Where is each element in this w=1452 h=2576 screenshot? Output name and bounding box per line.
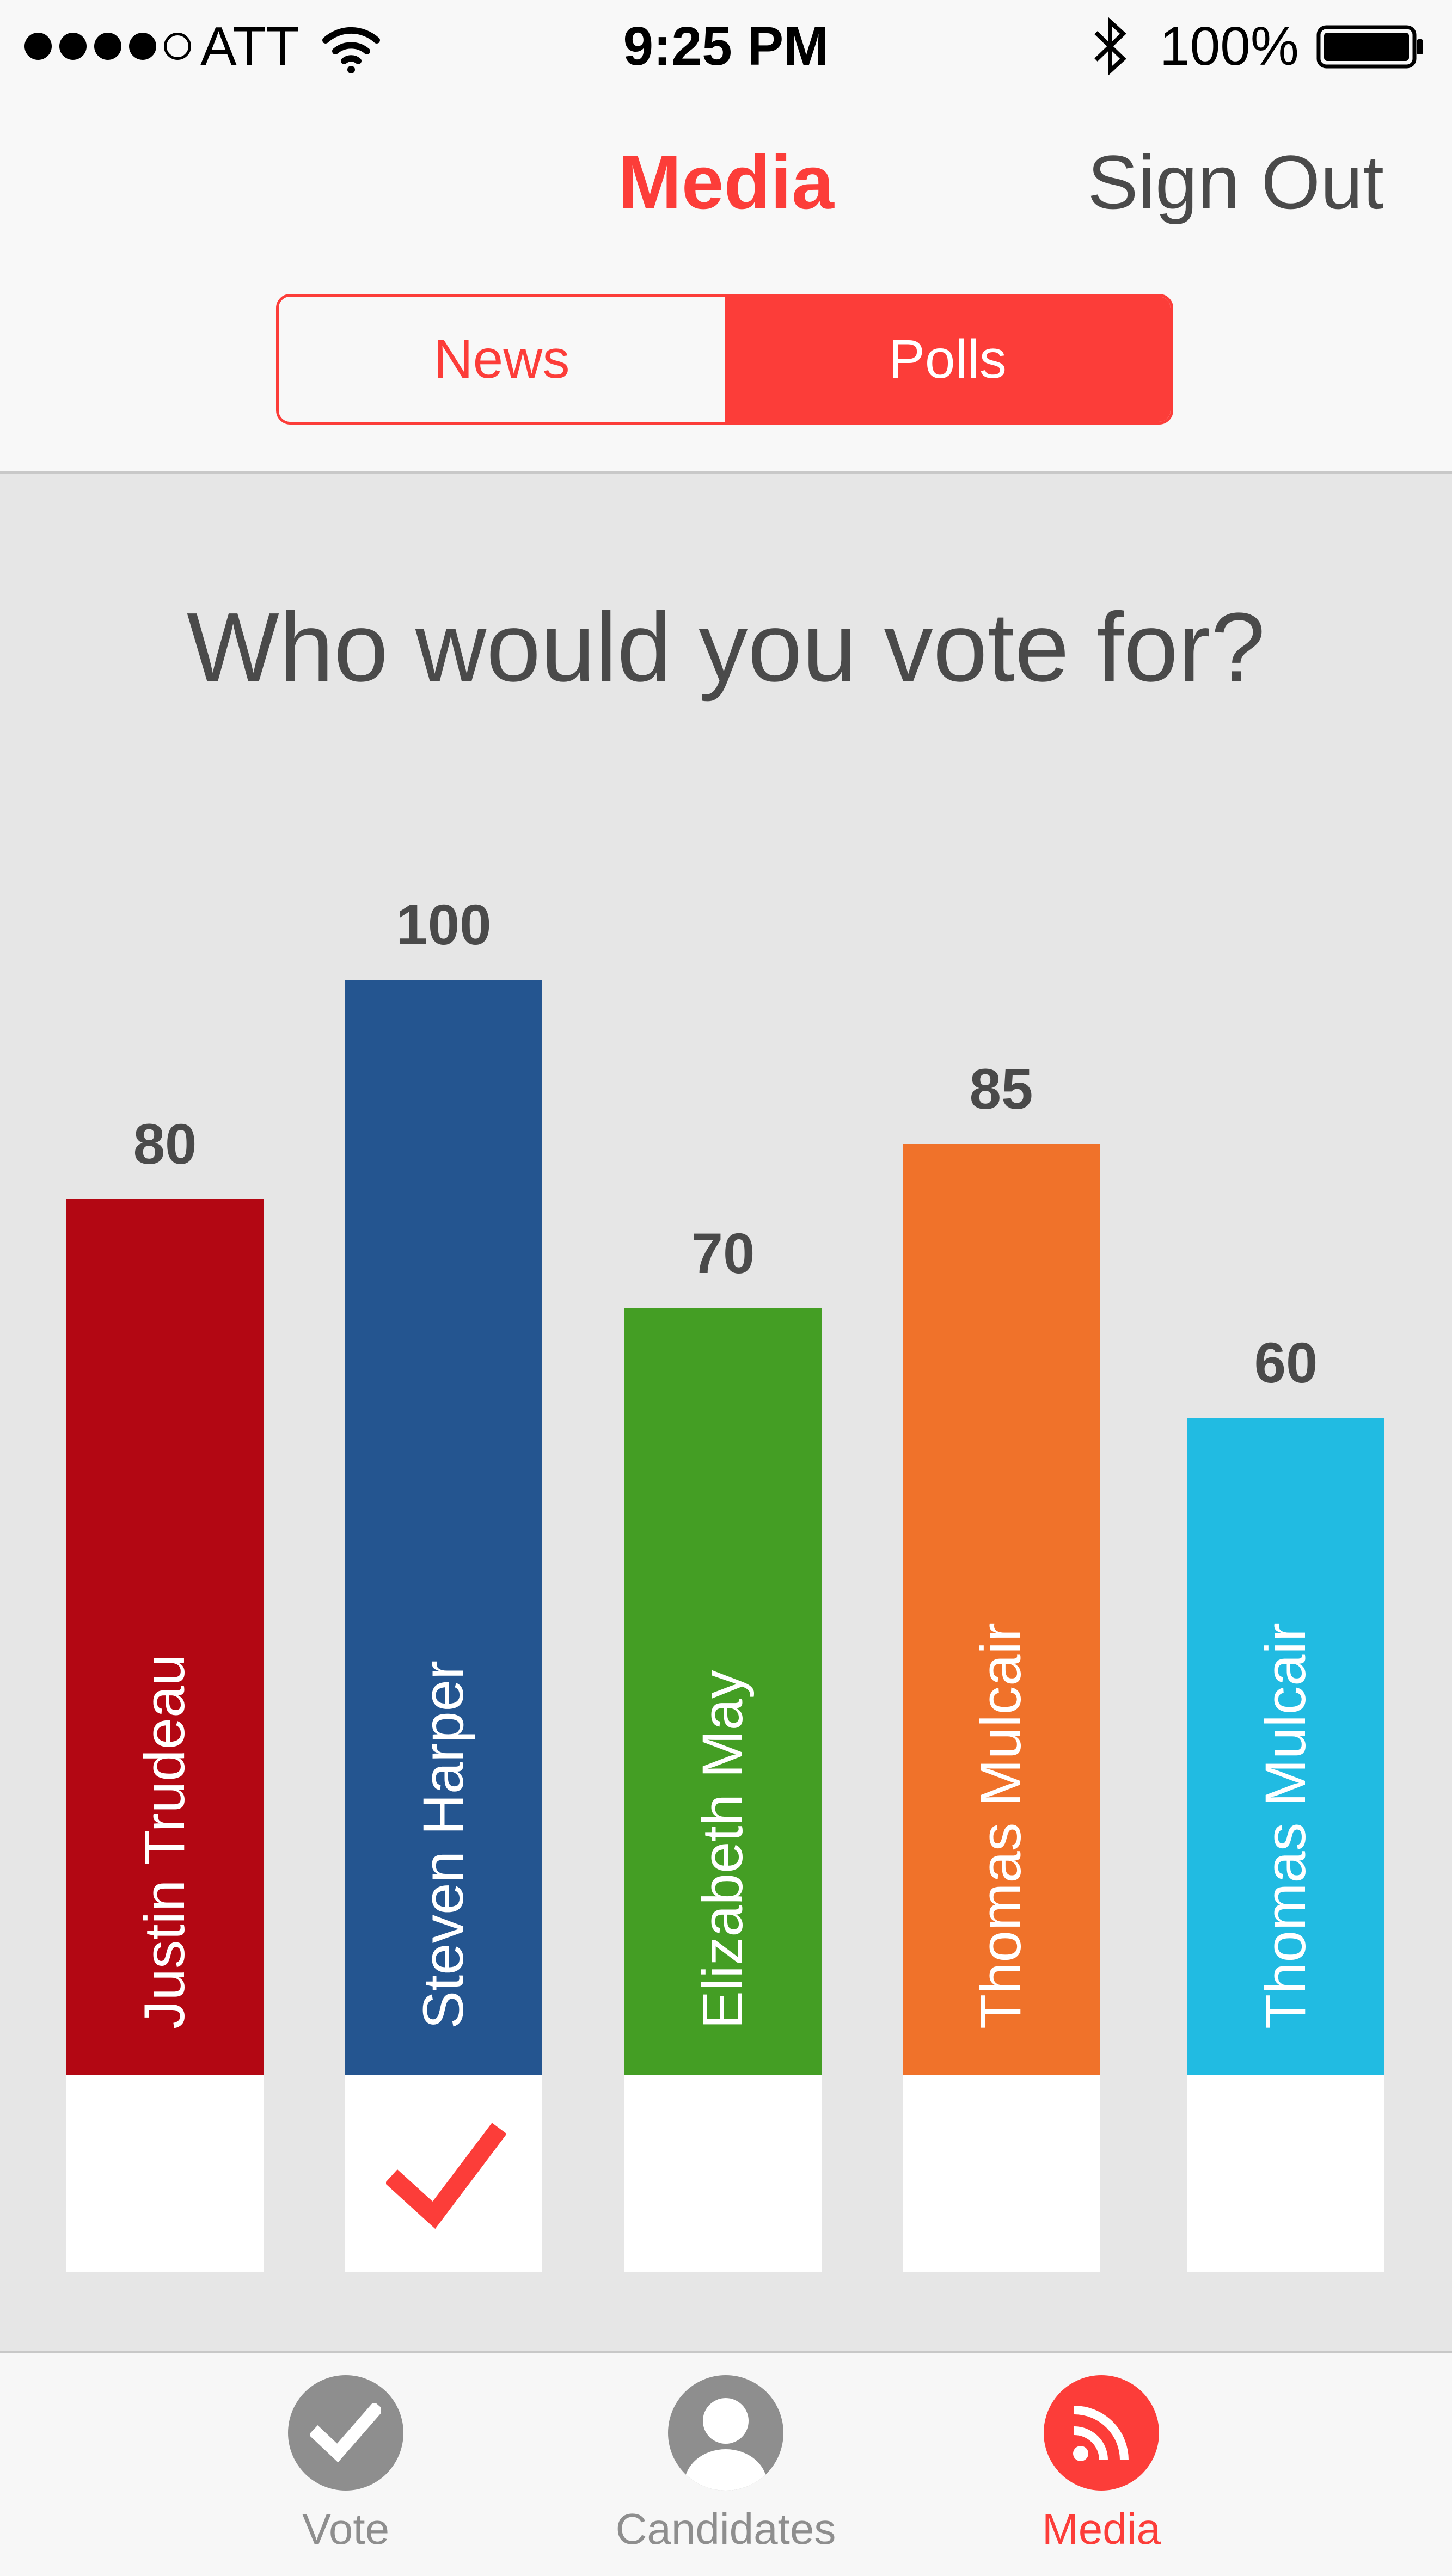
news-polls-segmented-control: News Polls — [276, 294, 1173, 425]
poll-bar-value: 100 — [396, 893, 492, 957]
poll-bar-candidate-name: Thomas Mulcair — [969, 1622, 1033, 2029]
tab-vote[interactable]: Vote — [210, 2375, 482, 2554]
bluetooth-icon — [1094, 16, 1126, 76]
tab-media[interactable]: Media — [965, 2375, 1237, 2554]
battery-percent: 100% — [1160, 16, 1299, 77]
segment-news[interactable]: News — [279, 297, 725, 422]
poll-bar-value: 80 — [133, 1112, 197, 1176]
poll-bar[interactable] — [66, 1199, 264, 2075]
poll-question: Who would you vote for? — [186, 593, 1266, 702]
poll-bar[interactable] — [903, 1144, 1100, 2075]
poll-bar-value: 70 — [691, 1222, 755, 1286]
poll-bar-candidate-name: Steven Harper — [412, 1660, 475, 2029]
check-circle-icon — [288, 2375, 403, 2491]
person-icon — [668, 2375, 783, 2491]
signal-dot — [94, 33, 121, 60]
signal-dot — [129, 33, 156, 60]
vote-checkbox[interactable] — [345, 2075, 542, 2272]
poll-bar-candidate-name: Justin Trudeau — [133, 1654, 197, 2029]
poll-bar-value: 60 — [1254, 1331, 1318, 1395]
vote-checkbox[interactable] — [66, 2075, 264, 2272]
tab-label-candidates: Candidates — [615, 2505, 836, 2553]
tab-bar: Vote Candidates Media — [0, 2351, 1452, 2576]
poll-bar-value: 85 — [969, 1058, 1033, 1121]
wifi-icon — [322, 27, 380, 73]
signal-dot — [59, 33, 87, 60]
carrier-label: ATT — [200, 16, 299, 77]
poll-bar[interactable] — [1187, 1418, 1384, 2075]
rss-icon — [1044, 2375, 1159, 2491]
poll-bar[interactable] — [345, 980, 542, 2075]
status-time: 9:25 PM — [623, 16, 829, 77]
navigation-bar: Media Sign Out News Polls — [0, 93, 1452, 474]
vote-checkbox[interactable] — [1187, 2075, 1384, 2272]
signal-strength-icon — [24, 33, 191, 60]
status-bar: ATT 9:25 PM 100% — [0, 0, 1452, 93]
poll-bar[interactable] — [624, 1308, 822, 2075]
vote-checkbox[interactable] — [624, 2075, 822, 2272]
tab-candidates[interactable]: Candidates — [590, 2375, 862, 2554]
signal-dot — [24, 33, 52, 60]
poll-bar-candidate-name: Thomas Mulcair — [1254, 1622, 1318, 2029]
segment-polls[interactable]: Polls — [725, 297, 1171, 422]
signal-dot — [164, 33, 191, 60]
poll-bar-candidate-name: Elizabeth May — [691, 1670, 755, 2029]
page-title: Media — [618, 139, 834, 225]
tab-label-vote: Vote — [302, 2505, 390, 2553]
checkmark-icon — [386, 2123, 506, 2229]
sign-out-button[interactable]: Sign Out — [1087, 139, 1384, 225]
vote-checkbox[interactable] — [903, 2075, 1100, 2272]
tab-label-media: Media — [1042, 2505, 1161, 2553]
battery-icon — [1316, 25, 1423, 69]
